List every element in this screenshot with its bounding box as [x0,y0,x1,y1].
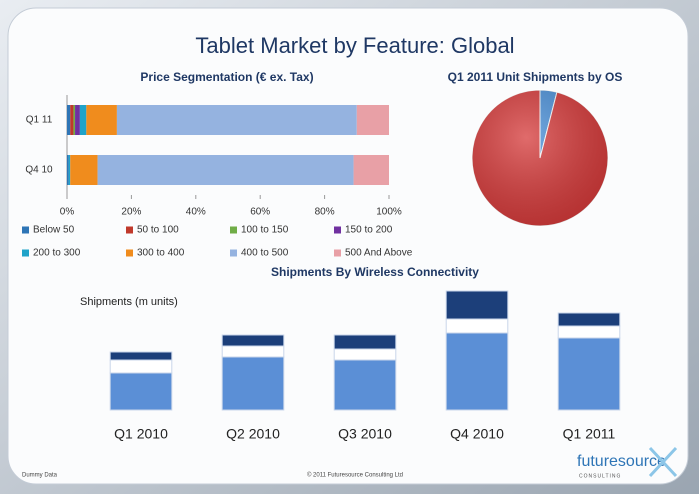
bar-segment [73,105,76,135]
y-tick-label: Q1 11 [26,115,53,126]
bar-segment [557,337,621,411]
footer-note: Dummy Data [22,473,58,479]
logo-sub: CONSULTING [579,473,621,479]
x-tick-label: Q3 2010 [338,426,392,442]
logo: futuresource [577,453,666,470]
footer-copyright: © 2011 Futuresource Consulting Ltd [307,472,403,479]
bar-segment [70,105,74,135]
x-tick-label: Q1 2010 [114,426,168,442]
legend-label: 500 And Above [345,248,413,259]
legend-label: 150 to 200 [345,225,393,236]
x-tick-label: Q1 2011 [563,426,616,442]
bar-segment [353,155,389,185]
bar-segment [109,372,173,411]
x-tick-label: 20% [121,207,141,218]
bar-segment [109,351,173,361]
bar-segment [333,334,397,350]
x-tick-label: 80% [315,207,335,218]
bar-segment [333,348,397,361]
x-tick-label: Q2 2010 [226,426,280,442]
bar-segment [221,345,285,358]
bar-segment [333,359,397,411]
legend-swatch [230,226,237,234]
legend-swatch [334,226,341,234]
legend-label: 200 to 300 [33,248,81,259]
chart-title: Q1 2011 Unit Shipments by OS [448,70,623,84]
x-tick-label: 40% [186,207,206,218]
bar-segment [445,332,509,411]
x-tick-label: 60% [250,207,270,218]
bar-segment [97,155,354,185]
bar-segment [445,318,509,334]
bar-segment [116,105,357,135]
y-tick-label: Q4 10 [25,165,53,176]
bar-segment [557,312,621,327]
x-tick-label: Q4 2010 [450,426,504,442]
legend-swatch [126,226,133,234]
logo-icon [648,446,678,478]
legend-swatch [126,249,133,257]
legend-swatch [22,249,29,257]
bar-segment [70,155,98,185]
bar-segment [75,105,80,135]
bar-segment [67,105,71,135]
legend-swatch [334,249,341,257]
bar-segment [557,325,621,339]
pie-shade [472,90,608,226]
legend-label: Below 50 [33,225,75,236]
bar-segment [445,290,509,320]
y-axis-label: Shipments (m units) [80,296,178,308]
legend-swatch [230,249,237,257]
bar-segment [79,105,87,135]
bar-segment [221,334,285,347]
legend-swatch [22,226,29,234]
x-tick-label: 0% [60,207,75,218]
legend-label: 50 to 100 [137,225,179,236]
bar-segment [221,356,285,411]
bar-segment [356,105,389,135]
bar-segment [109,359,173,374]
legend-label: 400 to 500 [241,248,289,259]
chart-title: Shipments By Wireless Connectivity [271,265,479,279]
x-tick-label: 100% [376,207,402,218]
slide-title: Tablet Market by Feature: Global [195,33,514,58]
bar-segment [86,105,117,135]
legend-label: 300 to 400 [137,248,185,259]
legend-label: 100 to 150 [241,225,289,236]
bar-segment [67,155,69,185]
chart-title: Price Segmentation (€ ex. Tax) [140,70,313,84]
bar-segment [68,155,71,185]
